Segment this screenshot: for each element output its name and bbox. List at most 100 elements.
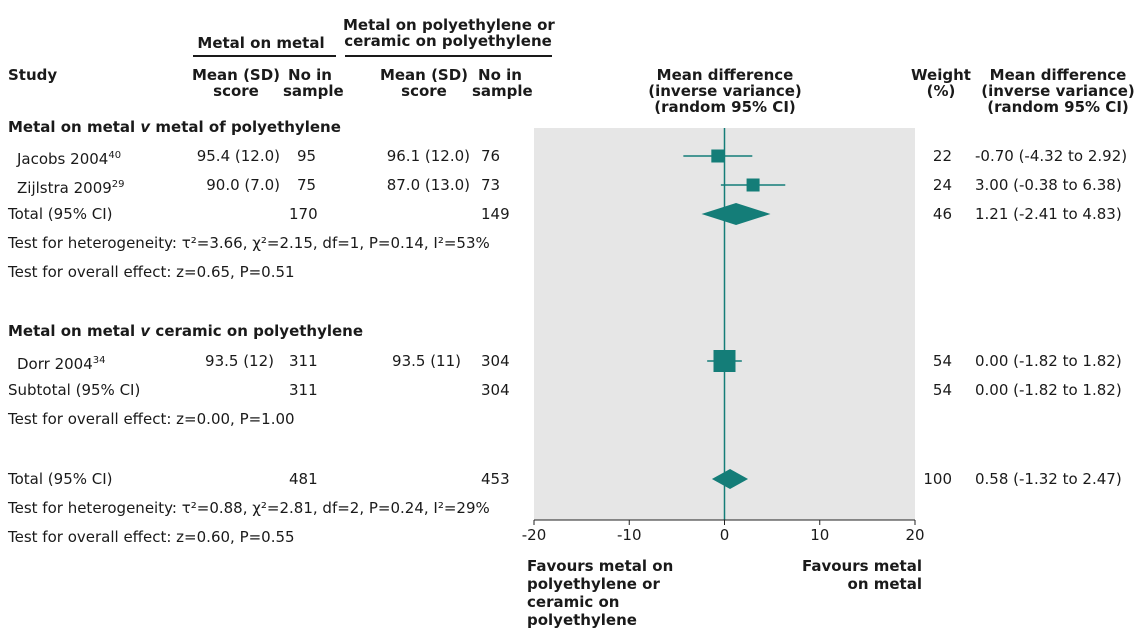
mean-sd-2: 93.5 (11): [392, 352, 461, 370]
section-2-title-v: v: [140, 322, 151, 340]
favours-right-label: Favours metal on metal: [780, 557, 922, 593]
weight-value: 54: [932, 381, 952, 399]
sample-2-line1: No in: [478, 66, 522, 84]
mean-sd-1: 90.0 (7.0): [206, 176, 280, 194]
mean-sd-2-line1: Mean (SD): [379, 66, 469, 84]
section-2-title: Metal on metal v ceramic on polyethylene: [8, 322, 363, 340]
group2-header-line1: Metal on polyethylene or: [343, 16, 555, 34]
study-point: [711, 149, 725, 163]
mdr-header-line2: (inverse variance): [981, 82, 1135, 100]
study-name: Zijlstra 200929: [17, 179, 125, 197]
n-1: 170: [289, 205, 318, 223]
study-header: Study: [8, 66, 58, 84]
ci-value: -0.70 (-4.32 to 2.92): [975, 147, 1128, 165]
weight-value: 46: [932, 205, 952, 223]
pooled-diamond: [701, 203, 771, 225]
ci-value: 0.58 (-1.32 to 2.47): [975, 470, 1122, 488]
x-tick-label: -10: [617, 526, 642, 544]
favours-left-line3: ceramic on: [527, 593, 620, 611]
md-header-line1: Mean difference: [656, 66, 794, 84]
mdr-header-line3: (random 95% CI): [987, 98, 1129, 116]
n-1: 311: [289, 352, 318, 370]
n-2: 149: [481, 205, 510, 223]
n-1: 311: [289, 381, 318, 399]
study-name: Jacobs 200440: [17, 150, 122, 168]
section-1-title-v: v: [140, 118, 151, 136]
mdr-header-line1: Mean difference: [989, 66, 1127, 84]
grand-overall-effect-test: Test for overall effect: z=0.60, P=0.55: [8, 528, 295, 546]
sample-header-2: No in sample: [472, 66, 533, 100]
mean-difference-result-header: Mean difference (inverse variance) (rand…: [978, 67, 1138, 115]
mean-sd-1-line1: Mean (SD): [191, 66, 281, 84]
mean-difference-plot-header: Mean difference (inverse variance) (rand…: [630, 67, 820, 115]
n-2: 304: [481, 352, 510, 370]
ci-value: 3.00 (-0.38 to 6.38): [975, 176, 1122, 194]
grand-total-label: Total (95% CI): [8, 470, 113, 488]
mean-sd-2: 87.0 (13.0): [386, 176, 470, 194]
group2-header: Metal on polyethylene or ceramic on poly…: [343, 16, 555, 50]
x-tick-label: 10: [810, 526, 829, 544]
x-tick-label: 20: [905, 526, 924, 544]
n-1: 95: [297, 147, 317, 165]
study-point: [713, 350, 736, 372]
group2-header-line2: ceramic on polyethylene: [344, 32, 552, 50]
x-tick-label: -20: [522, 526, 547, 544]
group2-header-rule: [345, 55, 552, 57]
favours-right-line1: Favours metal: [801, 557, 922, 575]
weight-header: Weight (%): [908, 67, 974, 99]
ci-value: 1.21 (-2.41 to 4.83): [975, 205, 1122, 223]
sample-2-line2: sample: [472, 82, 533, 100]
study-point: [746, 178, 760, 192]
favours-left-label: Favours metal on polyethylene or ceramic…: [527, 557, 673, 629]
favours-left-line2: polyethylene or: [527, 575, 660, 593]
sample-1-line2: sample: [283, 82, 344, 100]
section-2-title-b: ceramic on polyethylene: [150, 322, 364, 340]
favours-right-line2: on metal: [847, 575, 922, 593]
n-2: 304: [481, 381, 510, 399]
mean-sd-header-1: Mean (SD) score: [190, 67, 282, 99]
overall-effect-test: Test for overall effect: z=0.00, P=1.00: [8, 410, 295, 428]
md-header-line2: (inverse variance): [648, 82, 802, 100]
total-label: Total (95% CI): [8, 205, 113, 223]
weight-value: 22: [932, 147, 952, 165]
mean-sd-1: 93.5 (12): [205, 352, 274, 370]
md-header-line3: (random 95% CI): [654, 98, 796, 116]
sample-1-line1: No in: [288, 66, 332, 84]
study-ref: 29: [111, 179, 125, 190]
n-2: 76: [481, 147, 501, 165]
study-name: Dorr 200434: [17, 355, 106, 373]
heterogeneity-test: Test for heterogeneity: τ²=3.66, χ²=2.15…: [8, 234, 490, 252]
mean-sd-2: 96.1 (12.0): [386, 147, 470, 165]
pooled-diamond: [711, 469, 749, 489]
favours-left-line4: polyethylene: [527, 611, 637, 629]
weight-value: 24: [932, 176, 952, 194]
study-ref: 40: [108, 150, 122, 161]
ci-value: 0.00 (-1.82 to 1.82): [975, 381, 1122, 399]
group1-header-rule: [193, 55, 336, 57]
subtotal-label: Subtotal (95% CI): [8, 381, 141, 399]
n-1: 75: [297, 176, 317, 194]
weight-value: 54: [932, 352, 952, 370]
grand-heterogeneity-test: Test for heterogeneity: τ²=0.88, χ²=2.81…: [8, 499, 490, 517]
section-1-title: Metal on metal v metal of polyethylene: [8, 118, 341, 136]
overall-effect-test: Test for overall effect: z=0.65, P=0.51: [8, 263, 295, 281]
study-ref: 34: [92, 355, 106, 366]
n-2: 453: [481, 470, 510, 488]
mean-sd-1-line2: score: [213, 82, 259, 100]
group1-header: Metal on metal: [197, 34, 325, 52]
weight-value: 100: [923, 470, 952, 488]
weight-header-line1: Weight: [911, 66, 971, 84]
mean-sd-header-2: Mean (SD) score: [378, 67, 470, 99]
mean-sd-1: 95.4 (12.0): [196, 147, 280, 165]
section-2-title-a: Metal on metal: [8, 322, 141, 340]
favours-left-line1: Favours metal on: [527, 557, 674, 575]
ci-value: 0.00 (-1.82 to 1.82): [975, 352, 1122, 370]
sample-header-1: No in sample: [283, 66, 344, 100]
x-tick-label: 0: [720, 526, 730, 544]
mean-sd-2-line2: score: [401, 82, 447, 100]
weight-header-line2: (%): [926, 82, 956, 100]
section-1-title-b: metal of polyethylene: [150, 118, 341, 136]
section-1-title-a: Metal on metal: [8, 118, 141, 136]
n-1: 481: [289, 470, 318, 488]
